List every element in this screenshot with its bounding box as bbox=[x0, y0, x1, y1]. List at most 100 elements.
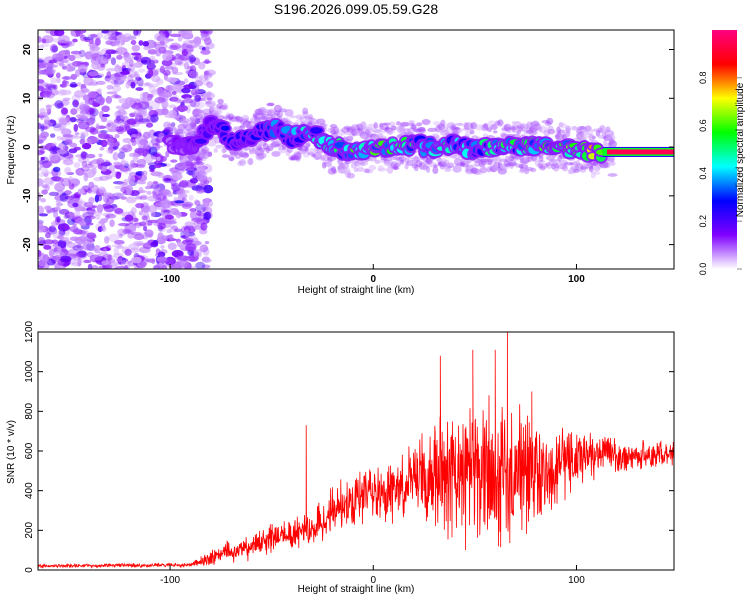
noise-blob bbox=[147, 219, 159, 224]
halo-blob bbox=[241, 152, 249, 159]
halo-blob bbox=[183, 162, 192, 169]
halo-blob bbox=[190, 163, 197, 170]
halo-blob bbox=[369, 133, 379, 140]
noise-blob bbox=[106, 194, 114, 198]
noise-blob bbox=[113, 161, 123, 166]
noise-blob bbox=[141, 231, 149, 240]
halo-blob bbox=[302, 116, 313, 120]
noise-blob bbox=[38, 139, 44, 144]
x-tick-label: -100 bbox=[160, 575, 180, 586]
noise-blob bbox=[78, 115, 88, 121]
noise-blob bbox=[72, 100, 80, 106]
halo-blob bbox=[295, 114, 303, 120]
halo-blob bbox=[227, 154, 235, 162]
noise-blob bbox=[204, 197, 211, 202]
noise-blob bbox=[91, 80, 98, 86]
halo-blob bbox=[327, 156, 337, 162]
noise-blob bbox=[43, 177, 54, 185]
snr-y-label: SNR (10 * v/v) bbox=[6, 420, 17, 484]
noise-blob bbox=[177, 30, 190, 36]
noise-blob bbox=[47, 84, 56, 91]
colorbar-scale bbox=[712, 30, 737, 269]
noise-blob bbox=[48, 59, 58, 64]
noise-blob bbox=[40, 43, 51, 47]
noise-blob bbox=[77, 197, 83, 206]
halo-blob bbox=[236, 116, 244, 123]
noise-blob bbox=[132, 154, 139, 163]
noise-blob bbox=[101, 203, 112, 209]
noise-blob bbox=[153, 164, 162, 169]
halo-blob bbox=[351, 133, 357, 137]
noise-blob bbox=[106, 76, 112, 83]
noise-blob bbox=[150, 135, 157, 140]
noise-blob bbox=[185, 44, 197, 49]
spectrogram-heatmap bbox=[38, 30, 674, 269]
halo-blob bbox=[469, 129, 475, 135]
noise-blob bbox=[136, 180, 147, 185]
noise-blob bbox=[186, 170, 196, 175]
halo-blob bbox=[239, 125, 245, 129]
halo-blob bbox=[337, 167, 346, 174]
halo-blob bbox=[269, 108, 277, 113]
noise-blob bbox=[108, 233, 120, 243]
noise-blob bbox=[56, 149, 68, 155]
halo-blob bbox=[310, 117, 317, 121]
noise-blob bbox=[120, 74, 128, 80]
noise-blob bbox=[79, 221, 87, 227]
noise-blob bbox=[207, 30, 213, 35]
noise-blob bbox=[91, 61, 101, 70]
halo-blob bbox=[232, 149, 239, 156]
noise-blob bbox=[100, 139, 108, 148]
noise-blob bbox=[38, 62, 46, 69]
noise-blob bbox=[182, 40, 193, 46]
noise-blob bbox=[85, 163, 95, 168]
halo-blob bbox=[237, 125, 246, 131]
halo-blob bbox=[235, 115, 241, 122]
noise-blob bbox=[56, 176, 64, 183]
noise-blob bbox=[135, 203, 145, 209]
halo-blob bbox=[311, 118, 320, 127]
halo-blob bbox=[200, 148, 206, 152]
halo-blob bbox=[230, 115, 238, 119]
halo-blob bbox=[358, 159, 369, 166]
noise-blob bbox=[154, 253, 164, 257]
noise-blob bbox=[160, 245, 165, 249]
halo-blob bbox=[374, 159, 381, 164]
halo-blob bbox=[307, 121, 317, 126]
noise-blob bbox=[95, 37, 101, 46]
noise-blob bbox=[41, 38, 47, 44]
noise-blob bbox=[147, 83, 160, 88]
noise-blob bbox=[86, 164, 98, 169]
halo-blob bbox=[257, 108, 265, 115]
noise-blob bbox=[61, 177, 71, 187]
noise-blob bbox=[171, 172, 183, 181]
noise-blob bbox=[109, 73, 122, 81]
noise-blob bbox=[147, 49, 158, 55]
halo-blob bbox=[382, 122, 391, 126]
noise-blob bbox=[156, 172, 165, 178]
noise-blob bbox=[38, 36, 42, 43]
colorbar-tick-label: 0.0 bbox=[698, 263, 708, 276]
halo-blob bbox=[360, 161, 365, 167]
halo-blob bbox=[267, 102, 275, 106]
halo-blob bbox=[220, 103, 229, 111]
noise-blob bbox=[148, 106, 153, 111]
noise-blob bbox=[135, 53, 142, 63]
halo-blob bbox=[199, 153, 208, 160]
noise-blob bbox=[174, 128, 180, 135]
noise-blob bbox=[127, 142, 132, 151]
noise-blob bbox=[108, 145, 114, 154]
halo-blob bbox=[379, 122, 389, 131]
halo-blob bbox=[213, 112, 221, 116]
noise-blob bbox=[68, 67, 74, 72]
noise-blob bbox=[55, 72, 61, 79]
noise-blob bbox=[59, 193, 69, 202]
noise-blob bbox=[193, 80, 204, 87]
halo-blob bbox=[309, 117, 315, 122]
noise-blob bbox=[39, 115, 45, 121]
halo-blob bbox=[354, 161, 361, 167]
halo-blob bbox=[350, 124, 360, 131]
halo-blob bbox=[416, 127, 426, 132]
noise-blob bbox=[208, 72, 213, 78]
noise-blob bbox=[195, 88, 206, 93]
